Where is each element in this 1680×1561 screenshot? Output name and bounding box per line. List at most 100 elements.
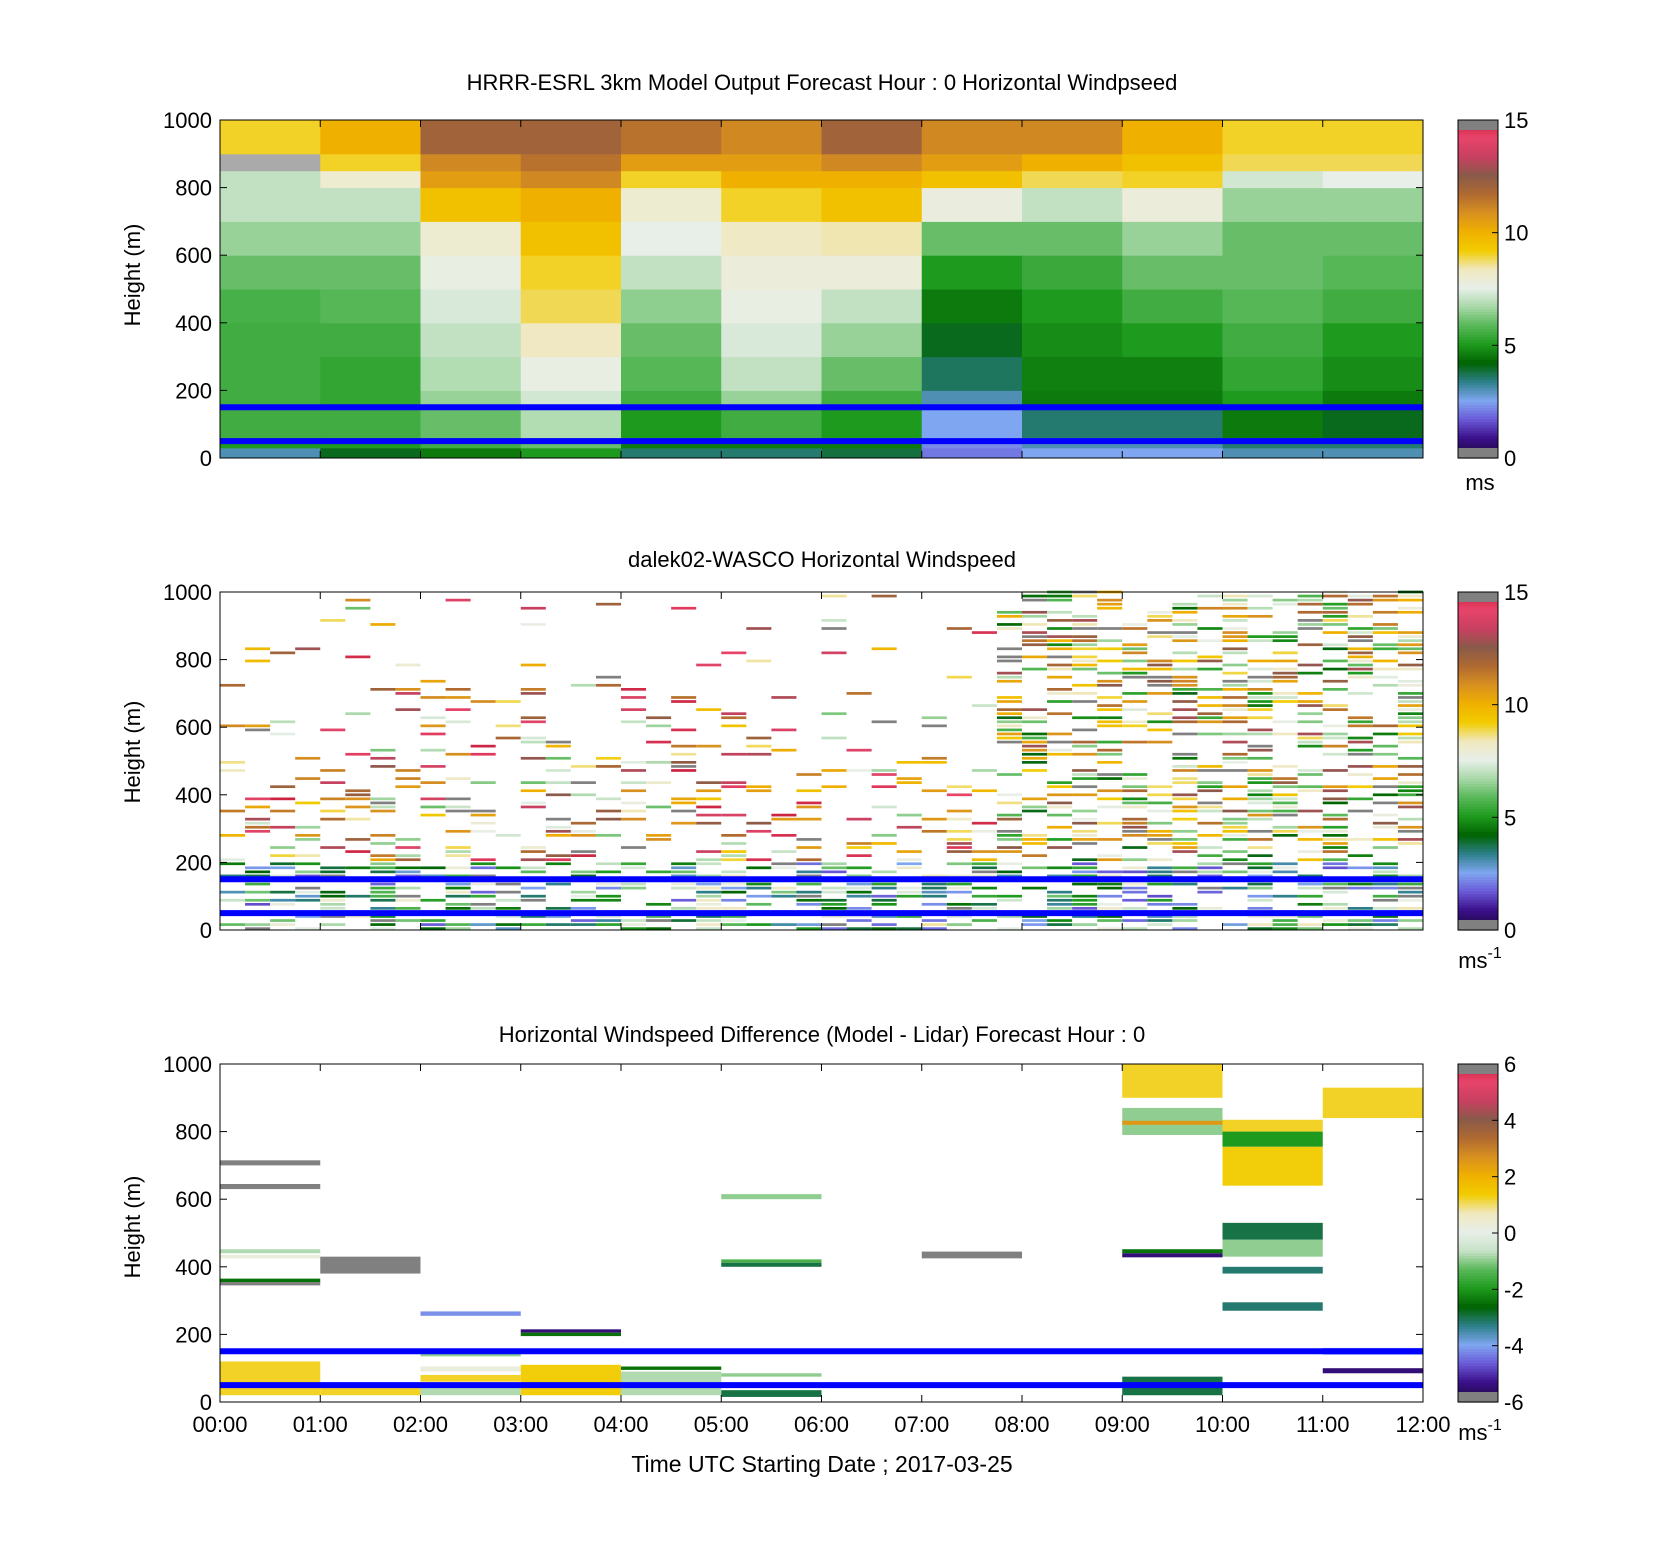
model-cell — [420, 356, 522, 391]
colorbar-segment — [1458, 210, 1498, 214]
lidar-cell — [1022, 639, 1048, 643]
colorbar-segment — [1458, 721, 1498, 725]
colorbar-segment — [1458, 249, 1498, 253]
lidar-cell — [495, 923, 521, 926]
lidar-cell — [1322, 643, 1348, 647]
lidar-cell — [1372, 862, 1398, 866]
lidar-cell — [1147, 834, 1173, 837]
lidar-cell — [1272, 785, 1298, 789]
colorbar-segment — [1458, 811, 1498, 816]
model-cell — [921, 120, 1023, 155]
lidar-cell — [996, 850, 1022, 853]
lidar-cell — [621, 927, 647, 930]
lidar-cell — [1322, 610, 1348, 614]
colorbar-segment — [1458, 443, 1498, 448]
colorbar-segment — [1458, 412, 1498, 417]
model-cell — [1022, 221, 1123, 256]
lidar-cell — [1047, 627, 1073, 630]
lidar-cell — [1147, 809, 1173, 813]
lidar-cell — [1197, 687, 1223, 691]
colorbar-segment — [1458, 260, 1498, 265]
colorbar-segment — [1458, 870, 1498, 875]
colorbar-segment — [1458, 1238, 1498, 1243]
lidar-cell — [1047, 805, 1073, 809]
difference-cell — [420, 1366, 521, 1372]
lidar-cell — [320, 894, 346, 898]
lidar-cell — [621, 781, 647, 784]
model-cell — [1222, 221, 1324, 256]
lidar-cell — [1247, 882, 1273, 886]
colorbar-segment — [1458, 1168, 1498, 1172]
lidar-cell — [270, 902, 296, 906]
lidar-cell — [1347, 752, 1373, 756]
lidar-cell — [545, 769, 571, 772]
lidar-cell — [996, 623, 1022, 626]
colorbar-segment — [1458, 187, 1498, 192]
lidar-cell — [971, 862, 997, 866]
colorbar-segment — [1458, 614, 1498, 618]
colorbar-segment — [1458, 1258, 1498, 1262]
colorbar-segment — [1458, 128, 1498, 132]
lidar-cell — [1297, 902, 1323, 906]
lidar-cell — [1247, 846, 1273, 849]
lidar-cell — [846, 842, 872, 845]
difference-cell — [1122, 1064, 1223, 1098]
lidar-cell — [570, 874, 596, 878]
colorbar-segment — [1458, 303, 1498, 307]
lidar-cell — [671, 696, 697, 699]
lidar-cell — [1172, 902, 1198, 906]
colorbar-segment — [1458, 1283, 1498, 1288]
lidar-cell — [1072, 728, 1098, 732]
lidar-cell — [1197, 907, 1223, 910]
lidar-cell — [595, 923, 621, 926]
colorbar-segment — [1458, 153, 1498, 158]
lidar-cell — [996, 728, 1022, 732]
lidar-cell — [1022, 716, 1048, 720]
colorbar-segment — [1458, 1269, 1498, 1274]
model-cell — [1122, 120, 1223, 155]
lidar-cell — [1172, 619, 1198, 622]
lidar-cell — [1272, 805, 1298, 809]
lidar-cell — [1322, 882, 1348, 886]
lidar-cell — [1347, 692, 1373, 695]
lidar-cell — [671, 700, 697, 703]
colorbar-segment — [1458, 193, 1498, 197]
colorbar-segment — [1458, 1359, 1498, 1364]
lidar-cell — [495, 834, 521, 837]
colorbar-segment — [1458, 699, 1498, 703]
lidar-cell — [470, 890, 496, 894]
lidar-cell — [1272, 651, 1298, 655]
lidar-cell — [595, 834, 621, 837]
colorbar-segment — [1458, 803, 1498, 807]
lidar-cell — [1347, 765, 1373, 768]
lidar-cell — [1172, 846, 1198, 849]
difference-cell — [320, 1256, 421, 1274]
lidar-cell — [821, 923, 847, 926]
difference-heatmap — [220, 1064, 1423, 1397]
lidar-cell — [996, 829, 1022, 833]
colorbar-segment — [1458, 1351, 1498, 1355]
model-cell — [721, 170, 822, 189]
lidar-cell — [370, 854, 396, 857]
lidar-cell — [470, 700, 496, 703]
lidar-cell — [1272, 834, 1298, 837]
model-cell — [621, 322, 722, 358]
lidar-cell — [796, 838, 822, 841]
lidar-cell — [1347, 773, 1373, 776]
lidar-cell — [370, 890, 396, 894]
difference-cell — [1222, 1266, 1323, 1274]
lidar-cell — [1347, 671, 1373, 675]
lidar-cell — [671, 862, 697, 866]
lidar-cell — [1097, 858, 1123, 862]
lidar-cell — [1322, 785, 1348, 789]
colorbar-segment — [1458, 415, 1498, 420]
difference-cell — [420, 1311, 521, 1316]
model-cell — [721, 187, 822, 222]
lidar-cell — [1047, 898, 1073, 902]
colorbar-segment — [1458, 339, 1498, 344]
model-cell — [721, 221, 822, 256]
model-cell — [1022, 289, 1123, 324]
lidar-cell — [1397, 927, 1423, 930]
lidar-cell — [1297, 882, 1323, 886]
lidar-cell — [1372, 838, 1398, 841]
